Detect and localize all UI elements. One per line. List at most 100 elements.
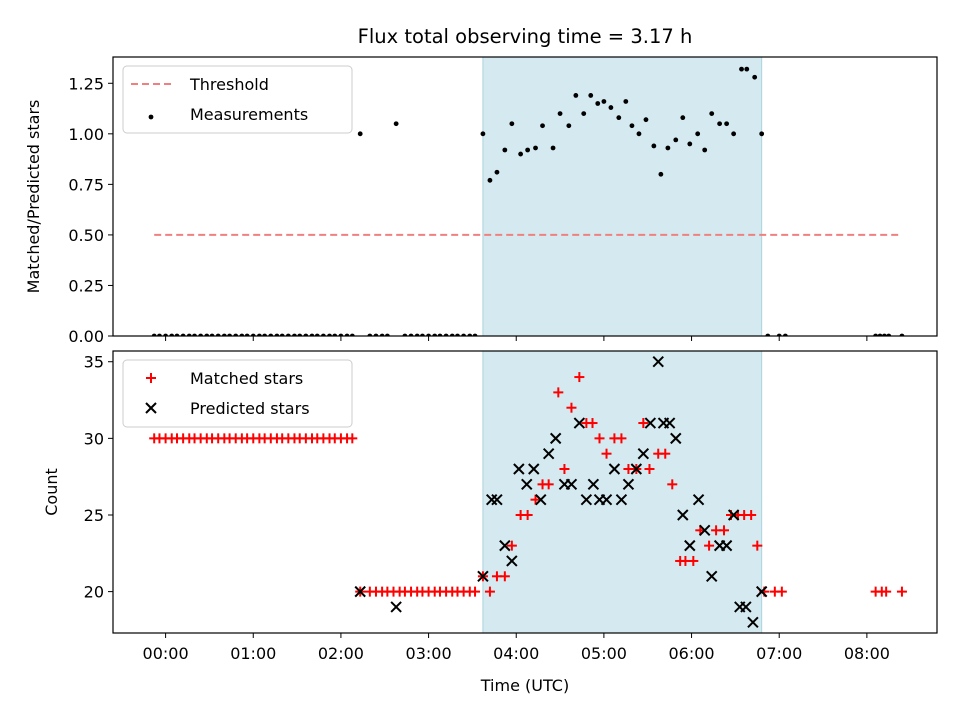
legend-label: Measurements	[190, 105, 308, 124]
x-tick-label: 01:00	[230, 644, 276, 663]
matched-star-point	[587, 418, 598, 429]
matched-star-point	[566, 402, 577, 413]
x-axis-label: Time (UTC)	[480, 676, 569, 695]
measurement-point	[581, 111, 587, 117]
measurement-point	[643, 117, 649, 123]
y-tick-label: 35	[84, 353, 104, 372]
predicted-star-point	[677, 509, 689, 521]
matched-star-point	[484, 586, 495, 597]
predicted-star-point	[637, 447, 650, 460]
y-tick-label: 1.25	[68, 74, 104, 93]
y-tick-label: 20	[84, 583, 104, 602]
measurement-point	[724, 121, 730, 127]
x-tick-label: 00:00	[143, 644, 189, 663]
matched-star-point	[896, 586, 907, 597]
predicted-star-point	[573, 417, 586, 429]
predicted-star-point	[608, 463, 621, 475]
predicted-star-point	[513, 463, 525, 475]
predicted-star-point	[549, 432, 562, 445]
predicted-star-point	[506, 555, 518, 567]
x-tick-label: 06:00	[668, 644, 714, 663]
measurement-point	[601, 99, 607, 104]
predicted-star-point	[706, 570, 718, 583]
legend: Threshold Measurements	[122, 65, 353, 134]
flux-ratio-panel: 0.00 0.25 0.50 0.75 1.00 1.25 Flux total obser…	[24, 25, 938, 346]
measurement-point	[533, 145, 538, 151]
matched-star-point	[616, 433, 627, 444]
predicted-star-point	[644, 417, 657, 429]
matched-star-point	[718, 525, 729, 536]
x-tick-label: 05:00	[581, 644, 627, 663]
legend-predicted-swatch	[145, 402, 157, 414]
observing-window-span	[482, 350, 763, 634]
predicted-star-point	[652, 356, 664, 368]
axes-frame	[112, 350, 938, 634]
matched-star-point	[522, 509, 533, 520]
measurement-point	[540, 123, 545, 129]
measurement-point	[509, 121, 515, 127]
legend: Matched stars Predicted stars	[122, 359, 353, 428]
predicted-star-point	[535, 493, 547, 506]
predicted-star-point	[740, 601, 752, 613]
observing-window-span	[482, 56, 763, 337]
measurement-point	[573, 93, 579, 98]
measurement-point	[673, 137, 679, 143]
y-tick-label: 0.00	[68, 327, 104, 346]
measurement-point	[759, 131, 765, 137]
matched-star-point	[881, 586, 892, 597]
plot-area	[149, 356, 907, 628]
matched-star-point	[752, 540, 763, 551]
y-tick-label: 30	[84, 429, 104, 448]
measurement-point	[502, 147, 508, 153]
predicted-star-point	[491, 493, 503, 506]
predicted-star-point	[565, 478, 578, 491]
x-tick-label: 04:00	[493, 644, 539, 663]
measurement-point	[557, 111, 563, 117]
legend-label: Matched stars	[190, 369, 303, 388]
legend-matched-swatch	[146, 373, 156, 383]
predicted-star-point	[528, 463, 540, 475]
predicted-star-point	[499, 539, 511, 552]
predicted-star-point	[747, 616, 759, 628]
y-tick-label: 0.50	[68, 226, 104, 245]
x-tick-label: 03:00	[406, 644, 452, 663]
y-tick-label: 0.75	[68, 175, 104, 194]
measurement-point	[525, 147, 531, 153]
legend-box	[122, 65, 353, 134]
predicted-star-point	[477, 570, 489, 583]
matched-star-point	[594, 433, 605, 444]
measurement-point	[494, 169, 500, 175]
x-tick-label: 08:00	[844, 644, 890, 663]
measurement-point	[616, 115, 622, 121]
star-count-panel: 20 25 30 35 00:00 01:00 02:00 03:00 04:00 05:00 06…	[42, 350, 938, 695]
matched-star-point	[638, 418, 649, 429]
chart-title: Flux total observing time = 3.17 h	[358, 25, 693, 48]
measurement-point	[623, 99, 629, 104]
matched-star-point	[530, 494, 541, 505]
y-tick-label: 25	[84, 506, 104, 525]
measurement-point	[588, 93, 594, 98]
measurement-point	[550, 145, 556, 151]
predicted-star-point	[390, 601, 402, 613]
measurement-point	[731, 131, 737, 137]
measurement-point	[752, 74, 758, 80]
matched-star-point	[667, 479, 678, 490]
predicted-star-point	[670, 432, 682, 445]
matched-star-point	[746, 509, 757, 520]
matched-star-point	[601, 448, 612, 459]
y-tick-label: 0.25	[68, 276, 104, 295]
matched-star-point	[660, 448, 671, 459]
measurement-point	[658, 171, 664, 177]
y-axis-label: Count	[42, 468, 61, 516]
measurement-point	[739, 66, 744, 72]
measurement-point	[608, 105, 614, 110]
matched-star-point	[688, 555, 699, 566]
measurement-point	[393, 121, 399, 127]
measurement-point	[595, 101, 601, 106]
matched-star-point	[574, 372, 585, 383]
matched-star-point	[559, 464, 570, 475]
measurement-point	[709, 111, 715, 117]
matched-star-point	[704, 540, 715, 551]
predicted-star-point	[542, 447, 555, 460]
